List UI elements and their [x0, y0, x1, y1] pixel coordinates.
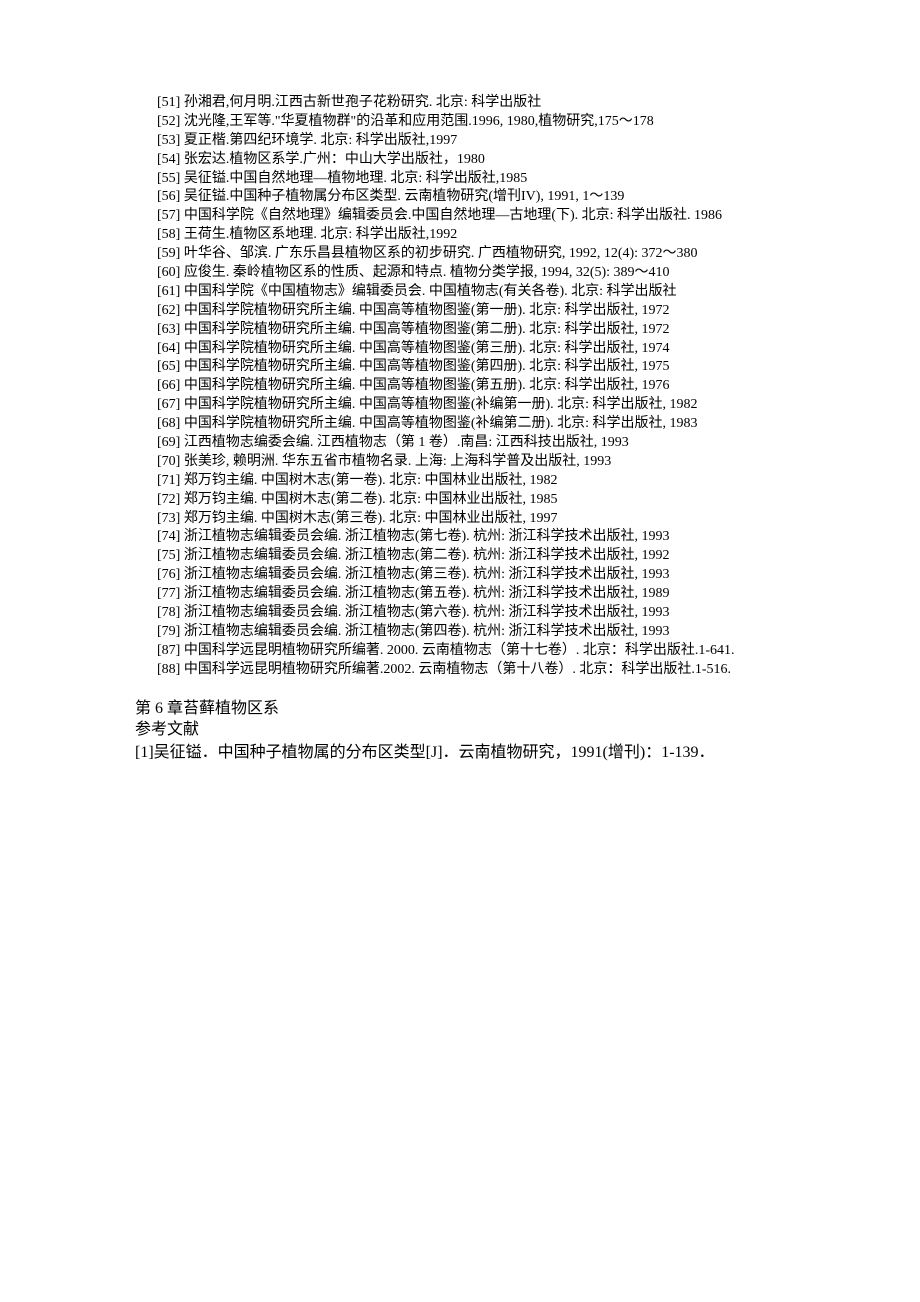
reference-number: [79] — [157, 624, 184, 639]
reference-item: [64] 中国科学院植物研究所主编. 中国高等植物图鉴(第三册). 北京: 科学… — [135, 340, 785, 359]
reference-item: [77] 浙江植物志编辑委员会编. 浙江植物志(第五卷). 杭州: 浙江科学技术… — [135, 585, 785, 604]
reference-number: [70] — [157, 454, 184, 469]
reference-text: 江西植物志编委会编. 江西植物志（第 1 卷）.南昌: 江西科技出版社, 199… — [184, 435, 629, 450]
reference-item: [73] 郑万钧主编. 中国树木志(第三卷). 北京: 中国林业出版社, 199… — [135, 510, 785, 529]
reference-number: [54] — [157, 152, 184, 167]
reference-text: 中国科学院植物研究所主编. 中国高等植物图鉴(补编第二册). 北京: 科学出版社… — [184, 416, 698, 431]
reference-text: 中国科学院《中国植物志》编辑委员会. 中国植物志(有关各卷). 北京: 科学出版… — [184, 284, 677, 299]
reference-item: [60] 应俊生. 秦岭植物区系的性质、起源和特点. 植物分类学报, 1994,… — [135, 264, 785, 283]
reference-text: 中国科学院植物研究所主编. 中国高等植物图鉴(补编第一册). 北京: 科学出版社… — [184, 397, 698, 412]
reference-item: [53] 夏正楷.第四纪环境学. 北京: 科学出版社,1997 — [135, 132, 785, 151]
reference-item: [71] 郑万钧主编. 中国树木志(第一卷). 北京: 中国林业出版社, 198… — [135, 472, 785, 491]
reference-number: [74] — [157, 529, 184, 544]
reference-text: 夏正楷.第四纪环境学. 北京: 科学出版社,1997 — [184, 133, 457, 148]
section-subtitle: 参考文献 — [135, 719, 785, 741]
reference-text: 中国科学院植物研究所主编. 中国高等植物图鉴(第三册). 北京: 科学出版社, … — [184, 341, 670, 356]
reference-item: [58] 王荷生.植物区系地理. 北京: 科学出版社,1992 — [135, 226, 785, 245]
reference-text: 浙江植物志编辑委员会编. 浙江植物志(第四卷). 杭州: 浙江科学技术出版社, … — [184, 624, 670, 639]
reference-text: 中国科学院《自然地理》编辑委员会.中国自然地理—古地理(下). 北京: 科学出版… — [184, 208, 722, 223]
reference-item: [70] 张美珍, 赖明洲. 华东五省市植物名录. 上海: 上海科学普及出版社,… — [135, 453, 785, 472]
reference-item: [88] 中国科学远昆明植物研究所编著.2002. 云南植物志（第十八卷）. 北… — [135, 661, 785, 680]
reference-text: 中国科学院植物研究所主编. 中国高等植物图鉴(第四册). 北京: 科学出版社, … — [184, 359, 670, 374]
reference-number: [88] — [157, 662, 184, 677]
reference-number: [66] — [157, 378, 184, 393]
reference-number: [67] — [157, 397, 184, 412]
reference-number: [51] — [157, 95, 184, 110]
reference-item: [76] 浙江植物志编辑委员会编. 浙江植物志(第三卷). 杭州: 浙江科学技术… — [135, 566, 785, 585]
reference-number: [64] — [157, 341, 184, 356]
reference-number: [78] — [157, 605, 184, 620]
reference-number: [62] — [157, 303, 184, 318]
reference-number: [71] — [157, 473, 184, 488]
reference-text: 张美珍, 赖明洲. 华东五省市植物名录. 上海: 上海科学普及出版社, 1993 — [184, 454, 611, 469]
reference-text: 张宏达.植物区系学.广州：中山大学出版社，1980 — [184, 152, 485, 167]
reference-item: [69] 江西植物志编委会编. 江西植物志（第 1 卷）.南昌: 江西科技出版社… — [135, 434, 785, 453]
reference-text: 孙湘君,何月明.江西古新世孢子花粉研究. 北京: 科学出版社 — [184, 95, 541, 110]
reference-item: [52] 沈光隆,王军等."华夏植物群"的沿革和应用范围.1996, 1980,… — [135, 113, 785, 132]
reference-text: 中国科学院植物研究所主编. 中国高等植物图鉴(第一册). 北京: 科学出版社, … — [184, 303, 670, 318]
reference-item: [68] 中国科学院植物研究所主编. 中国高等植物图鉴(补编第二册). 北京: … — [135, 415, 785, 434]
reference-number: [72] — [157, 492, 184, 507]
reference-number: [68] — [157, 416, 184, 431]
reference-number: [61] — [157, 284, 184, 299]
reference-number: [69] — [157, 435, 184, 450]
reference-item: [57] 中国科学院《自然地理》编辑委员会.中国自然地理—古地理(下). 北京:… — [135, 207, 785, 226]
reference-item: [54] 张宏达.植物区系学.广州：中山大学出版社，1980 — [135, 151, 785, 170]
reference-text: 吴征镒.中国种子植物属分布区类型. 云南植物研究(增刊IV), 1991, 1～… — [184, 189, 625, 204]
reference-text: 浙江植物志编辑委员会编. 浙江植物志(第五卷). 杭州: 浙江科学技术出版社, … — [184, 586, 670, 601]
reference-text: 浙江植物志编辑委员会编. 浙江植物志(第七卷). 杭州: 浙江科学技术出版社, … — [184, 529, 670, 544]
reference-number: [57] — [157, 208, 184, 223]
reference-text: 浙江植物志编辑委员会编. 浙江植物志(第三卷). 杭州: 浙江科学技术出版社, … — [184, 567, 670, 582]
reference-item: [55] 吴征镒.中国自然地理—植物地理. 北京: 科学出版社,1985 — [135, 170, 785, 189]
reference-item: [72] 郑万钧主编. 中国树木志(第二卷). 北京: 中国林业出版社, 198… — [135, 491, 785, 510]
chapter-title: 第 6 章苔藓植物区系 — [135, 698, 785, 720]
reference-text: 郑万钧主编. 中国树木志(第一卷). 北京: 中国林业出版社, 1982 — [184, 473, 558, 488]
reference-text: 浙江植物志编辑委员会编. 浙江植物志(第六卷). 杭州: 浙江科学技术出版社, … — [184, 605, 670, 620]
reference-item: [67] 中国科学院植物研究所主编. 中国高等植物图鉴(补编第一册). 北京: … — [135, 396, 785, 415]
reference-text: 吴征镒.中国自然地理—植物地理. 北京: 科学出版社,1985 — [184, 171, 527, 186]
reference-item: [87] 中国科学远昆明植物研究所编著. 2000. 云南植物志（第十七卷）. … — [135, 642, 785, 661]
reference-item: [62] 中国科学院植物研究所主编. 中国高等植物图鉴(第一册). 北京: 科学… — [135, 302, 785, 321]
reference-item: [78] 浙江植物志编辑委员会编. 浙江植物志(第六卷). 杭州: 浙江科学技术… — [135, 604, 785, 623]
reference-text: 中国科学远昆明植物研究所编著. 2000. 云南植物志（第十七卷）. 北京：科学… — [184, 643, 735, 658]
reference-number: [75] — [157, 548, 184, 563]
reference-item: [63] 中国科学院植物研究所主编. 中国高等植物图鉴(第二册). 北京: 科学… — [135, 321, 785, 340]
reference-text: 叶华谷、邹滨. 广东乐昌县植物区系的初步研究. 广西植物研究, 1992, 12… — [184, 246, 698, 261]
reference-number: [63] — [157, 322, 184, 337]
reference-item: [56] 吴征镒.中国种子植物属分布区类型. 云南植物研究(增刊IV), 199… — [135, 188, 785, 207]
reference-number: [52] — [157, 114, 184, 129]
reference-number: [53] — [157, 133, 184, 148]
reference-number: [55] — [157, 171, 184, 186]
reference-number: [60] — [157, 265, 184, 280]
reference-text: 浙江植物志编辑委员会编. 浙江植物志(第二卷). 杭州: 浙江科学技术出版社, … — [184, 548, 670, 563]
reference-number: [77] — [157, 586, 184, 601]
reference-item: [61] 中国科学院《中国植物志》编辑委员会. 中国植物志(有关各卷). 北京:… — [135, 283, 785, 302]
reference-number: [58] — [157, 227, 184, 242]
reference-text: 中国科学院植物研究所主编. 中国高等植物图鉴(第二册). 北京: 科学出版社, … — [184, 322, 670, 337]
reference-list: [51] 孙湘君,何月明.江西古新世孢子花粉研究. 北京: 科学出版社[52] … — [135, 94, 785, 680]
reference-number: [59] — [157, 246, 184, 261]
reference-item: [51] 孙湘君,何月明.江西古新世孢子花粉研究. 北京: 科学出版社 — [135, 94, 785, 113]
reference-item: [79] 浙江植物志编辑委员会编. 浙江植物志(第四卷). 杭州: 浙江科学技术… — [135, 623, 785, 642]
reference-item: [75] 浙江植物志编辑委员会编. 浙江植物志(第二卷). 杭州: 浙江科学技术… — [135, 547, 785, 566]
reference-item: [65] 中国科学院植物研究所主编. 中国高等植物图鉴(第四册). 北京: 科学… — [135, 358, 785, 377]
reference-item: [74] 浙江植物志编辑委员会编. 浙江植物志(第七卷). 杭州: 浙江科学技术… — [135, 528, 785, 547]
reference-number: [73] — [157, 511, 184, 526]
reference-text: 郑万钧主编. 中国树木志(第三卷). 北京: 中国林业出版社, 1997 — [184, 511, 558, 526]
reference-text: 沈光隆,王军等."华夏植物群"的沿革和应用范围.1996, 1980,植物研究,… — [184, 114, 654, 129]
section-reference: [1]吴征镒．中国种子植物属的分布区类型[J]．云南植物研究，1991(增刊)：… — [135, 741, 785, 765]
reference-item: [59] 叶华谷、邹滨. 广东乐昌县植物区系的初步研究. 广西植物研究, 199… — [135, 245, 785, 264]
reference-number: [87] — [157, 643, 184, 658]
reference-number: [56] — [157, 189, 184, 204]
reference-text: 中国科学远昆明植物研究所编著.2002. 云南植物志（第十八卷）. 北京：科学出… — [184, 662, 731, 677]
reference-text: 应俊生. 秦岭植物区系的性质、起源和特点. 植物分类学报, 1994, 32(5… — [184, 265, 670, 280]
reference-item: [66] 中国科学院植物研究所主编. 中国高等植物图鉴(第五册). 北京: 科学… — [135, 377, 785, 396]
reference-text: 郑万钧主编. 中国树木志(第二卷). 北京: 中国林业出版社, 1985 — [184, 492, 558, 507]
reference-text: 王荷生.植物区系地理. 北京: 科学出版社,1992 — [184, 227, 457, 242]
reference-number: [76] — [157, 567, 184, 582]
reference-number: [65] — [157, 359, 184, 374]
reference-text: 中国科学院植物研究所主编. 中国高等植物图鉴(第五册). 北京: 科学出版社, … — [184, 378, 670, 393]
